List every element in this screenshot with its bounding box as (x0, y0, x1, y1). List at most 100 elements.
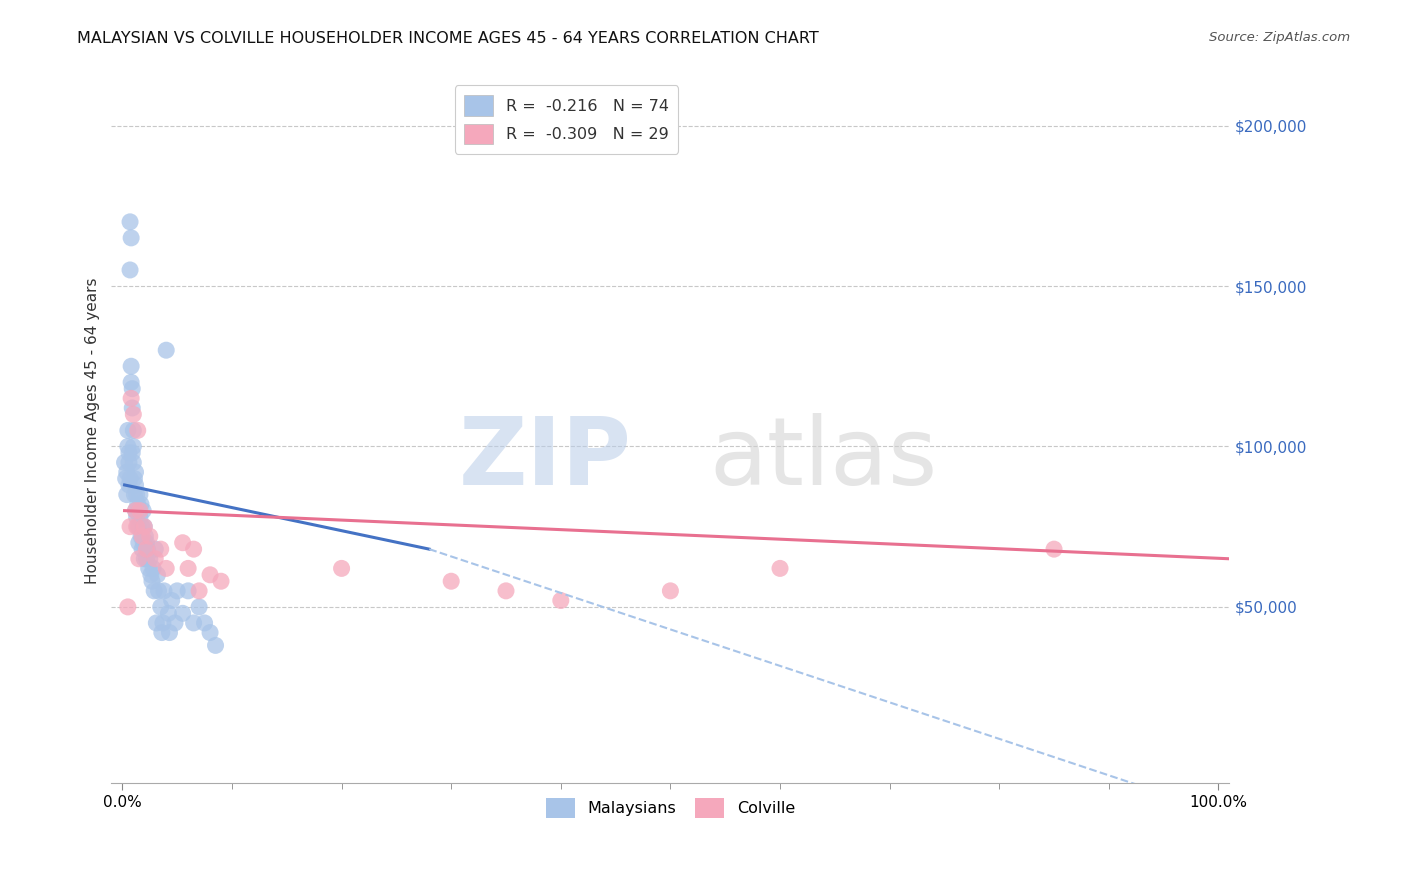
Point (128, 535, 150, 549)
Point (194, 615, 217, 630)
Point (124, 465, 146, 479)
Legend: Malaysians, Colville: Malaysians, Colville (540, 791, 801, 825)
Point (150, 625, 173, 640)
Point (125, 487, 148, 501)
Point (115, 487, 138, 501)
Point (495, 583, 517, 598)
Point (159, 625, 181, 640)
Point (120, 359, 142, 374)
Point (117, 440, 139, 454)
Point (135, 535, 157, 549)
Point (134, 519, 156, 533)
Text: atlas: atlas (710, 413, 938, 505)
Point (122, 440, 145, 454)
Point (183, 615, 205, 630)
Y-axis label: Householder Income Ages 45 - 64 years: Householder Income Ages 45 - 64 years (86, 277, 100, 583)
Point (172, 607, 194, 621)
Point (120, 376, 142, 390)
Point (134, 529, 156, 543)
Point (120, 392, 142, 406)
Point (145, 615, 167, 630)
Point (122, 424, 145, 438)
Point (152, 615, 174, 630)
Point (440, 574, 463, 589)
Text: ZIP: ZIP (458, 413, 631, 505)
Point (125, 519, 148, 533)
Point (188, 583, 211, 598)
Point (124, 503, 146, 517)
Point (155, 343, 177, 358)
Point (131, 519, 153, 533)
Point (142, 561, 165, 575)
Point (129, 487, 152, 501)
Point (122, 456, 145, 470)
Point (132, 503, 155, 517)
Point (118, 456, 141, 470)
Point (120, 231, 142, 245)
Point (163, 615, 186, 630)
Point (129, 497, 152, 511)
Point (1043, 542, 1066, 557)
Point (122, 408, 145, 422)
Point (115, 465, 138, 479)
Point (769, 561, 792, 575)
Point (172, 535, 194, 549)
Point (146, 567, 169, 582)
Point (183, 542, 205, 557)
Point (118, 215, 141, 229)
Point (127, 497, 149, 511)
Point (166, 583, 188, 598)
Point (128, 551, 150, 566)
Point (139, 529, 162, 543)
Point (132, 535, 155, 549)
Point (198, 567, 221, 582)
Point (139, 551, 162, 566)
Point (160, 593, 183, 607)
Point (149, 542, 172, 557)
Point (143, 542, 166, 557)
Point (124, 478, 146, 492)
Point (177, 561, 200, 575)
Point (121, 382, 143, 396)
Point (139, 567, 162, 582)
Point (118, 263, 141, 277)
Point (117, 424, 139, 438)
Point (209, 574, 232, 589)
Point (128, 503, 150, 517)
Point (114, 456, 136, 470)
Point (204, 639, 226, 653)
Point (135, 551, 157, 566)
Point (330, 561, 353, 575)
Point (127, 519, 149, 533)
Point (129, 510, 152, 524)
Point (117, 599, 139, 614)
Point (131, 529, 153, 543)
Point (148, 583, 170, 598)
Point (198, 625, 221, 640)
Point (135, 542, 157, 557)
Point (157, 607, 180, 621)
Point (121, 401, 143, 415)
Point (124, 471, 146, 485)
Point (659, 583, 682, 598)
Text: MALAYSIAN VS COLVILLE HOUSEHOLDER INCOME AGES 45 - 64 YEARS CORRELATION CHART: MALAYSIAN VS COLVILLE HOUSEHOLDER INCOME… (77, 31, 820, 46)
Point (143, 551, 166, 566)
Point (155, 561, 177, 575)
Point (125, 510, 148, 524)
Point (124, 487, 146, 501)
Point (127, 424, 149, 438)
Point (121, 446, 143, 460)
Text: Source: ZipAtlas.com: Source: ZipAtlas.com (1209, 31, 1350, 45)
Point (129, 503, 152, 517)
Point (153, 583, 176, 598)
Point (188, 599, 211, 614)
Point (143, 583, 166, 598)
Point (550, 593, 572, 607)
Point (118, 478, 141, 492)
Point (129, 529, 152, 543)
Point (118, 471, 141, 485)
Point (118, 519, 141, 533)
Point (118, 446, 141, 460)
Point (131, 542, 153, 557)
Point (134, 519, 156, 533)
